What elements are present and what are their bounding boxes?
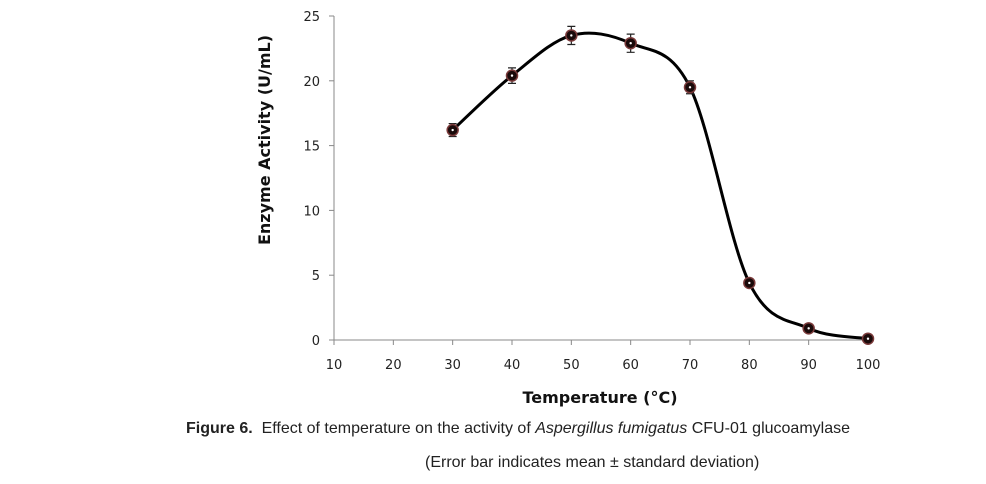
data-point-center bbox=[807, 327, 810, 330]
x-tick-label: 100 bbox=[856, 358, 881, 373]
y-tick-label: 25 bbox=[303, 10, 320, 25]
y-tick-label: 10 bbox=[303, 204, 320, 219]
x-tick-label: 60 bbox=[622, 358, 639, 373]
x-tick-label: 80 bbox=[741, 358, 758, 373]
caption-note: (Error bar indicates mean ± standard dev… bbox=[425, 454, 760, 471]
data-point-center bbox=[451, 128, 454, 132]
data-point-center bbox=[688, 86, 692, 89]
x-axis-title: Temperature (°C) bbox=[522, 388, 677, 407]
x-tick-label: 30 bbox=[444, 358, 461, 373]
y-tick-label: 20 bbox=[303, 75, 320, 90]
data-point-center bbox=[866, 337, 870, 340]
caption-species: Aspergillus fumigatus bbox=[535, 420, 688, 437]
y-axis-title: Enzyme Activity (U/mL) bbox=[255, 35, 274, 245]
data-point-center bbox=[629, 42, 632, 45]
data-point-center bbox=[510, 74, 514, 77]
y-tick-label: 5 bbox=[312, 269, 320, 284]
figure-caption: Figure 6. Effect of temperature on the a… bbox=[186, 420, 850, 438]
x-tick-label: 40 bbox=[504, 358, 521, 373]
data-point-center bbox=[748, 281, 751, 285]
data-point-center bbox=[570, 34, 573, 37]
chart: 0 5 10 15 20 25 10 20 30 40 50 60 70 80 90 100 Temperatu… bbox=[255, 10, 881, 407]
y-tick-label: 0 bbox=[312, 334, 320, 349]
x-tick-label: 10 bbox=[326, 358, 343, 373]
caption-text: Effect of temperature on the activity of bbox=[261, 420, 536, 437]
x-tick-label: 70 bbox=[682, 358, 699, 373]
x-tick-label: 20 bbox=[385, 358, 402, 373]
y-tick-label: 15 bbox=[303, 140, 320, 155]
x-tick-label: 90 bbox=[800, 358, 817, 373]
caption-text-end: CFU-01 glucoamylase bbox=[687, 420, 851, 437]
x-tick-label: 50 bbox=[563, 358, 580, 373]
figure-label: Figure 6. bbox=[186, 420, 253, 437]
series-line bbox=[451, 31, 869, 341]
